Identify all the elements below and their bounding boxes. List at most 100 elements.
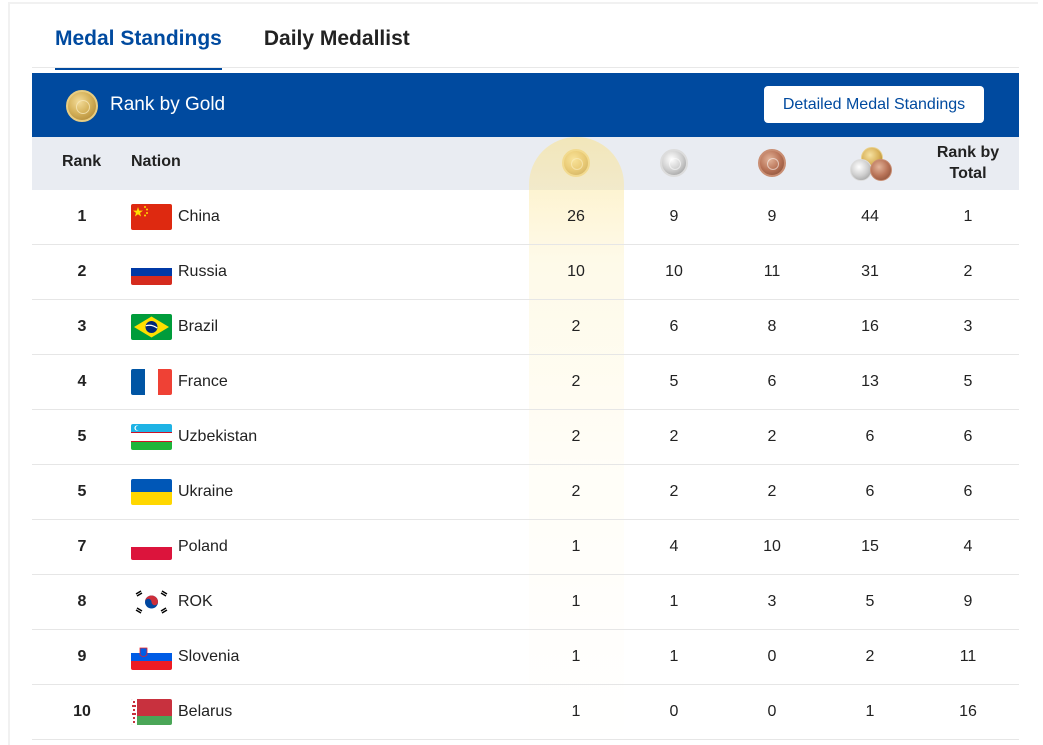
page-left-border [8, 2, 10, 745]
total-count-cell: 31 [861, 263, 879, 280]
silver-count-cell: 2 [669, 428, 679, 445]
table-row[interactable]: 2 Russia 10 10 11 31 2 [32, 245, 1019, 300]
detailed-medal-standings-button[interactable]: Detailed Medal Standings [764, 86, 984, 123]
silver-count-cell: 5 [669, 373, 679, 390]
bronze-count-cell: 10 [763, 538, 781, 555]
rank-cell: 2 [77, 263, 87, 280]
bronze-count-cell: 0 [767, 703, 777, 720]
rank-by-total-cell: 1 [963, 208, 973, 225]
total-count-cell: 1 [865, 703, 875, 720]
column-header-nation[interactable]: Nation [131, 153, 181, 170]
nation-cell[interactable]: Russia [178, 263, 227, 280]
silver-count-cell: 1 [669, 593, 679, 610]
bronze-count-cell: 2 [767, 483, 777, 500]
header-title: Rank by Gold [110, 94, 226, 115]
gold-count-cell: 2 [571, 318, 581, 335]
table-row[interactable]: 5 Uzbekistan 2 2 2 6 6 [32, 410, 1019, 465]
column-header-rank-by-total[interactable]: Rank by Total [922, 142, 1014, 184]
bronze-count-cell: 9 [767, 208, 777, 225]
rank-cell: 9 [77, 648, 87, 665]
silver-medal-icon[interactable] [660, 149, 688, 177]
nation-cell[interactable]: Belarus [178, 703, 233, 720]
tab-bar: Medal Standings Daily Medallist [55, 26, 452, 70]
nation-cell[interactable]: Ukraine [178, 483, 234, 500]
silver-count-cell: 0 [669, 703, 679, 720]
table-row[interactable]: 4 France 2 5 6 13 5 [32, 355, 1019, 410]
rank-cell: 7 [77, 538, 87, 555]
gold-medal-icon[interactable] [562, 149, 590, 177]
table-row[interactable]: 5 Ukraine 2 2 2 6 6 [32, 465, 1019, 520]
rank-cell: 5 [77, 428, 87, 445]
slovenia-flag-icon [131, 644, 172, 670]
tab-divider [32, 67, 1019, 68]
total-count-cell: 5 [865, 593, 875, 610]
rank-cell: 4 [77, 373, 87, 390]
bronze-medal-icon[interactable] [758, 149, 786, 177]
total-count-cell: 2 [865, 648, 875, 665]
bronze-count-cell: 2 [767, 428, 777, 445]
table-header: Rank Nation Rank by Total [32, 137, 1019, 190]
gold-count-cell: 1 [571, 538, 581, 555]
tab-medal-standings[interactable]: Medal Standings [55, 26, 222, 70]
total-count-cell: 13 [861, 373, 879, 390]
table-row[interactable]: 8 ROK 1 1 3 5 9 [32, 575, 1019, 630]
table-row[interactable]: 7 Poland 1 4 10 15 4 [32, 520, 1019, 575]
rank-by-total-cell: 6 [963, 428, 973, 445]
silver-count-cell: 9 [669, 208, 679, 225]
gold-count-cell: 1 [571, 648, 581, 665]
nation-cell[interactable]: France [178, 373, 228, 390]
ukraine-flag-icon [131, 479, 172, 505]
total-count-cell: 6 [865, 483, 875, 500]
rank-by-total-cell: 2 [963, 263, 973, 280]
rank-cell: 1 [77, 208, 87, 225]
silver-count-cell: 2 [669, 483, 679, 500]
france-flag-icon [131, 369, 172, 395]
nation-cell[interactable]: China [178, 208, 220, 225]
rank-by-total-cell: 11 [959, 648, 977, 665]
rank-by-total-cell: 5 [963, 373, 973, 390]
total-count-cell: 16 [861, 318, 879, 335]
rank-by-total-cell: 9 [963, 593, 973, 610]
total-count-cell: 6 [865, 428, 875, 445]
rank-cell: 3 [77, 318, 87, 335]
gold-count-cell: 1 [571, 703, 581, 720]
rank-cell: 10 [73, 703, 91, 720]
total-medals-icon[interactable] [848, 147, 896, 183]
page-top-border [8, 2, 1038, 4]
bronze-count-cell: 0 [767, 648, 777, 665]
bronze-count-cell: 6 [767, 373, 777, 390]
table-row[interactable]: 3 Brazil 2 6 8 16 3 [32, 300, 1019, 355]
silver-count-cell: 1 [669, 648, 679, 665]
gold-count-cell: 1 [571, 593, 581, 610]
uzbekistan-flag-icon [131, 424, 172, 450]
bronze-count-cell: 8 [767, 318, 777, 335]
silver-count-cell: 10 [665, 263, 683, 280]
total-count-cell: 15 [861, 538, 879, 555]
table-row[interactable]: 10 Belarus 1 0 0 1 16 [32, 685, 1019, 740]
column-header-rank[interactable]: Rank [62, 153, 102, 170]
rank-by-total-cell: 16 [959, 703, 977, 720]
rank-by-total-line1: Rank by [936, 144, 1000, 161]
belarus-flag-icon [131, 699, 172, 725]
bronze-count-cell: 3 [767, 593, 777, 610]
rank-header-bar: Rank by Gold Detailed Medal Standings [32, 73, 1019, 137]
rank-by-total-cell: 6 [963, 483, 973, 500]
nation-cell[interactable]: Slovenia [178, 648, 240, 665]
nation-cell[interactable]: Uzbekistan [178, 428, 258, 445]
nation-cell[interactable]: Poland [178, 538, 228, 555]
nation-cell[interactable]: ROK [178, 593, 213, 610]
nation-cell[interactable]: Brazil [178, 318, 219, 335]
silver-count-cell: 6 [669, 318, 679, 335]
table-row[interactable]: 1 China 26 9 9 44 1 [32, 190, 1019, 245]
rank-by-total-cell: 4 [963, 538, 973, 555]
gold-count-cell: 2 [571, 483, 581, 500]
rank-by-total-line2: Total [949, 165, 987, 182]
table-row[interactable]: 9 Slovenia 1 1 0 2 11 [32, 630, 1019, 685]
russia-flag-icon [131, 259, 172, 285]
gold-count-cell: 10 [567, 263, 585, 280]
rank-cell: 5 [77, 483, 87, 500]
tab-daily-medallist[interactable]: Daily Medallist [263, 27, 410, 50]
gold-medal-icon [66, 90, 98, 122]
poland-flag-icon [131, 534, 172, 560]
total-count-cell: 44 [861, 208, 879, 225]
